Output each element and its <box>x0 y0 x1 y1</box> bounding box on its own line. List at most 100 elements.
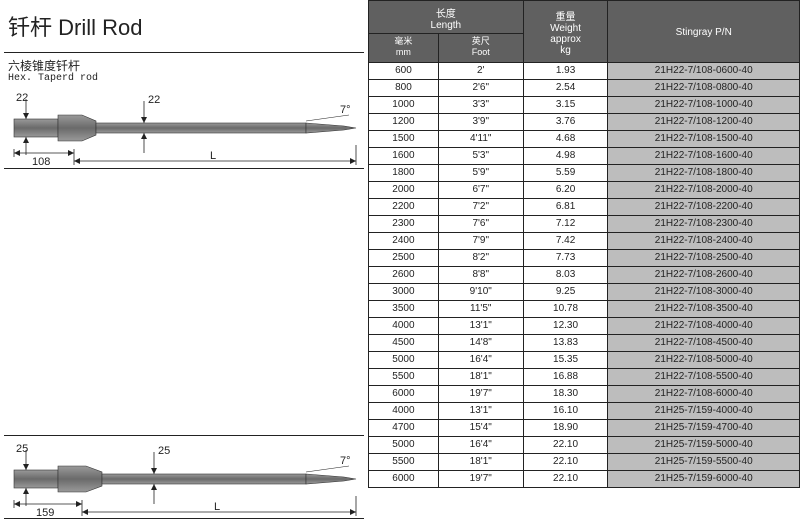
cell-ft: 2'6" <box>438 79 523 96</box>
cell-ft: 19'7" <box>438 385 523 402</box>
cell-mm: 1500 <box>369 130 439 147</box>
cell-mm: 3500 <box>369 300 439 317</box>
cell-mm: 3000 <box>369 283 439 300</box>
cell-wt: 15.35 <box>523 351 608 368</box>
table-row: 25008'2"7.7321H22-7/108-2500-40 <box>369 249 800 266</box>
cell-mm: 5500 <box>369 453 439 470</box>
cell-ft: 14'8" <box>438 334 523 351</box>
cell-wt: 6.20 <box>523 181 608 198</box>
cell-mm: 2000 <box>369 181 439 198</box>
cell-pn: 21H22-7/108-2400-40 <box>608 232 800 249</box>
cell-ft: 4'11" <box>438 130 523 147</box>
cell-mm: 2600 <box>369 266 439 283</box>
table-row: 10003'3"3.1521H22-7/108-1000-40 <box>369 96 800 113</box>
cell-wt: 18.90 <box>523 419 608 436</box>
cell-ft: 5'3" <box>438 147 523 164</box>
cell-pn: 21H22-7/108-1000-40 <box>608 96 800 113</box>
cell-ft: 13'1" <box>438 402 523 419</box>
cell-pn: 21H22-7/108-1500-40 <box>608 130 800 147</box>
cell-pn: 21H25-7/159-4700-40 <box>608 419 800 436</box>
dim2-d2: 25 <box>158 445 170 457</box>
table-row: 30009'10"9.2521H22-7/108-3000-40 <box>369 283 800 300</box>
cell-wt: 7.73 <box>523 249 608 266</box>
table-row: 600019'7"18.3021H22-7/108-6000-40 <box>369 385 800 402</box>
cell-wt: 10.78 <box>523 300 608 317</box>
cell-ft: 6'7" <box>438 181 523 198</box>
cell-mm: 1200 <box>369 113 439 130</box>
table-row: 500016'4"22.1021H25-7/159-5000-40 <box>369 436 800 453</box>
cell-wt: 4.98 <box>523 147 608 164</box>
cell-wt: 7.12 <box>523 215 608 232</box>
cell-pn: 21H22-7/108-0800-40 <box>608 79 800 96</box>
hdr-length: 长度 Length <box>369 1 524 34</box>
cell-ft: 2' <box>438 62 523 79</box>
subtitle-cn: 六棱锥度钎杆 <box>8 59 364 73</box>
table-row: 20006'7"6.2021H22-7/108-2000-40 <box>369 181 800 198</box>
cell-pn: 21H22-7/108-2600-40 <box>608 266 800 283</box>
cell-pn: 21H22-7/108-2500-40 <box>608 249 800 266</box>
cell-mm: 5500 <box>369 368 439 385</box>
hdr-foot: 英尺 Foot <box>438 34 523 63</box>
cell-mm: 4500 <box>369 334 439 351</box>
table-row: 450014'8"13.8321H22-7/108-4500-40 <box>369 334 800 351</box>
table-row: 12003'9"3.7621H22-7/108-1200-40 <box>369 113 800 130</box>
cell-mm: 1600 <box>369 147 439 164</box>
cell-pn: 21H22-7/108-1200-40 <box>608 113 800 130</box>
cell-ft: 16'4" <box>438 436 523 453</box>
cell-mm: 4000 <box>369 317 439 334</box>
page-title: 钎杆 Drill Rod <box>4 6 364 53</box>
table-row: 400013'1"16.1021H25-7/159-4000-40 <box>369 402 800 419</box>
cell-pn: 21H22-7/108-3000-40 <box>608 283 800 300</box>
cell-mm: 4000 <box>369 402 439 419</box>
dim-seg: 108 <box>32 156 50 168</box>
cell-ft: 3'3" <box>438 96 523 113</box>
page: 钎杆 Drill Rod 六棱锥度钎杆 Hex. Taperd rod <box>0 0 800 521</box>
cell-wt: 22.10 <box>523 436 608 453</box>
cell-ft: 8'8" <box>438 266 523 283</box>
table-row: 23007'6"7.1221H22-7/108-2300-40 <box>369 215 800 232</box>
cell-pn: 21H25-7/159-4000-40 <box>608 402 800 419</box>
table-row: 350011'5"10.7821H22-7/108-3500-40 <box>369 300 800 317</box>
cell-wt: 1.93 <box>523 62 608 79</box>
cell-mm: 1800 <box>369 164 439 181</box>
dim-d1: 22 <box>16 92 28 104</box>
cell-ft: 5'9" <box>438 164 523 181</box>
cell-pn: 21H22-7/108-3500-40 <box>608 300 800 317</box>
spec-table: 长度 Length 重量 Weight approx kg Stingray P… <box>368 0 800 488</box>
table-row: 6002'1.9321H22-7/108-0600-40 <box>369 62 800 79</box>
subtitle: 六棱锥度钎杆 Hex. Taperd rod <box>4 53 364 85</box>
table-row: 22007'2"6.8121H22-7/108-2200-40 <box>369 198 800 215</box>
hdr-mm: 毫米 mm <box>369 34 439 63</box>
table-row: 500016'4"15.3521H22-7/108-5000-40 <box>369 351 800 368</box>
cell-ft: 16'4" <box>438 351 523 368</box>
cell-wt: 16.88 <box>523 368 608 385</box>
cell-pn: 21H22-7/108-1800-40 <box>608 164 800 181</box>
cell-wt: 12.30 <box>523 317 608 334</box>
cell-wt: 5.59 <box>523 164 608 181</box>
dim2-angle: 7° <box>340 455 351 467</box>
cell-wt: 22.10 <box>523 470 608 487</box>
cell-mm: 6000 <box>369 385 439 402</box>
cell-pn: 21H25-7/159-5000-40 <box>608 436 800 453</box>
cell-wt: 7.42 <box>523 232 608 249</box>
cell-mm: 2500 <box>369 249 439 266</box>
cell-wt: 4.68 <box>523 130 608 147</box>
cell-wt: 16.10 <box>523 402 608 419</box>
table-row: 8002'6"2.5421H22-7/108-0800-40 <box>369 79 800 96</box>
dim-angle: 7° <box>340 104 351 116</box>
cell-pn: 21H22-7/108-2000-40 <box>608 181 800 198</box>
diagram-rod-25: 25 25 7° 159 L <box>4 435 364 519</box>
cell-wt: 18.30 <box>523 385 608 402</box>
cell-pn: 21H22-7/108-4000-40 <box>608 317 800 334</box>
cell-pn: 21H22-7/108-2200-40 <box>608 198 800 215</box>
table-row: 550018'1"16.8821H22-7/108-5500-40 <box>369 368 800 385</box>
table-row: 18005'9"5.5921H22-7/108-1800-40 <box>369 164 800 181</box>
hdr-pn: Stingray P/N <box>608 1 800 63</box>
table-row: 600019'7"22.1021H25-7/159-6000-40 <box>369 470 800 487</box>
dim2-seg: 159 <box>36 507 54 519</box>
cell-mm: 2300 <box>369 215 439 232</box>
cell-pn: 21H22-7/108-6000-40 <box>608 385 800 402</box>
cell-ft: 15'4" <box>438 419 523 436</box>
table-body-b: 400013'1"16.1021H25-7/159-4000-40470015'… <box>369 402 800 487</box>
dim-L: L <box>210 150 216 162</box>
